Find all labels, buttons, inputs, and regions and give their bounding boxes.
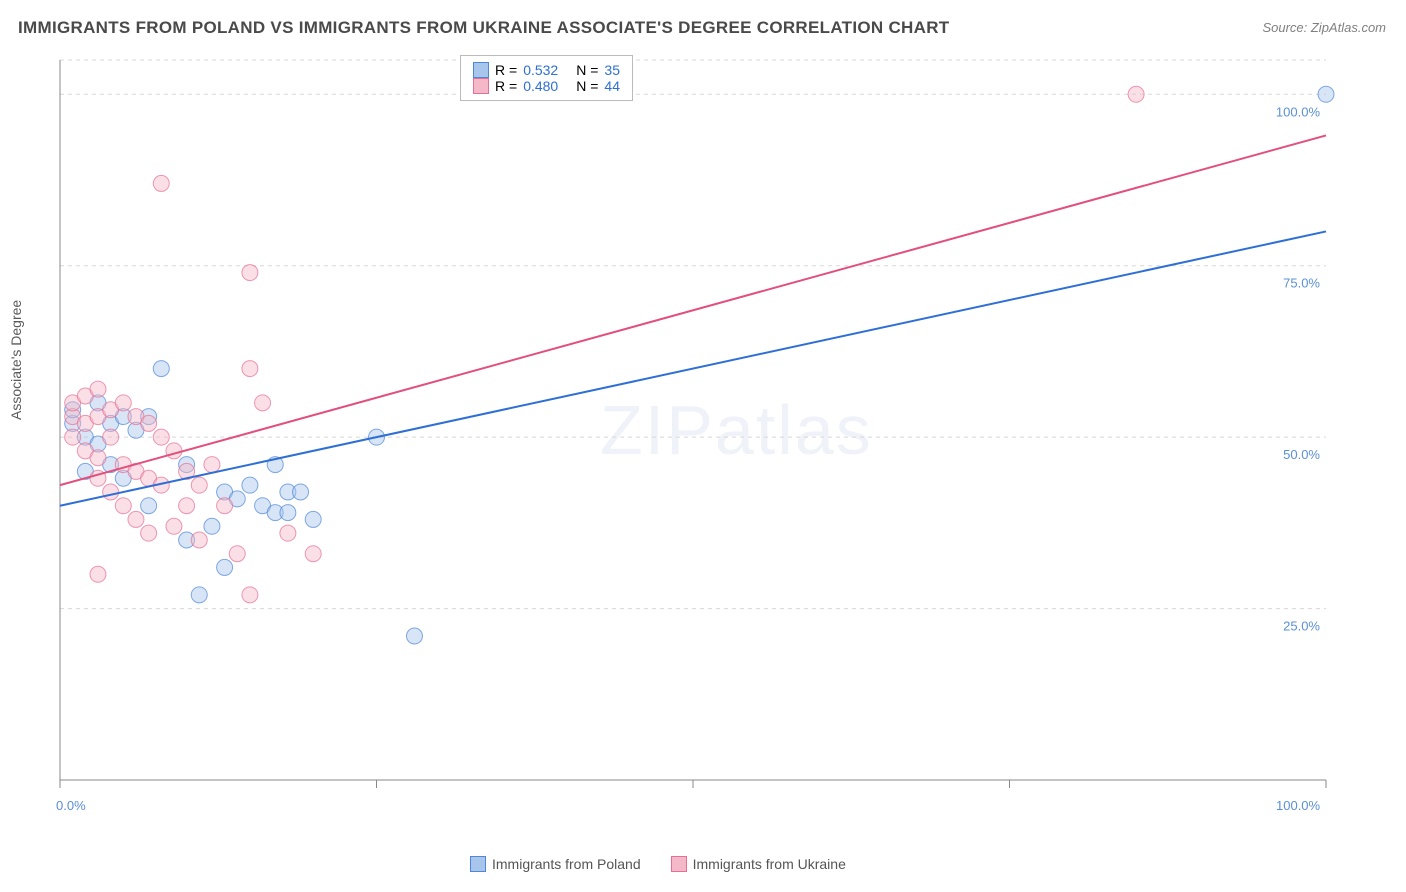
n-value-ukraine: 44	[604, 78, 620, 94]
swatch-ukraine	[671, 856, 687, 872]
correlation-legend: R = 0.532 N = 35 R = 0.480 N = 44	[460, 55, 633, 101]
r-label: R =	[495, 62, 517, 78]
chart-title: IMMIGRANTS FROM POLAND VS IMMIGRANTS FRO…	[18, 18, 949, 38]
chart-area: 25.0% 50.0% 75.0% 100.0%	[50, 50, 1386, 820]
n-value-poland: 35	[604, 62, 620, 78]
swatch-ukraine	[473, 78, 489, 94]
scatter-chart: 25.0% 50.0% 75.0% 100.0%	[50, 50, 1386, 820]
x-tick-label: 100.0%	[1276, 798, 1320, 813]
legend-row-poland: R = 0.532 N = 35	[473, 62, 620, 78]
x-tick-label: 0.0%	[56, 798, 86, 813]
bottom-legend-ukraine: Immigrants from Ukraine	[671, 856, 846, 872]
legend-label: Immigrants from Ukraine	[693, 856, 846, 872]
r-value-ukraine: 0.480	[523, 78, 558, 94]
swatch-poland	[473, 62, 489, 78]
n-label: N =	[576, 78, 598, 94]
svg-text:25.0%: 25.0%	[1283, 619, 1320, 634]
r-label: R =	[495, 78, 517, 94]
n-label: N =	[576, 62, 598, 78]
y-axis-label: Associate's Degree	[8, 300, 24, 420]
swatch-poland	[470, 856, 486, 872]
r-value-poland: 0.532	[523, 62, 558, 78]
bottom-legend: Immigrants from Poland Immigrants from U…	[470, 856, 846, 872]
legend-label: Immigrants from Poland	[492, 856, 641, 872]
source-label: Source: ZipAtlas.com	[1262, 20, 1386, 35]
svg-text:75.0%: 75.0%	[1283, 276, 1320, 291]
svg-text:50.0%: 50.0%	[1283, 447, 1320, 462]
legend-row-ukraine: R = 0.480 N = 44	[473, 78, 620, 94]
bottom-legend-poland: Immigrants from Poland	[470, 856, 641, 872]
svg-text:100.0%: 100.0%	[1276, 104, 1321, 119]
